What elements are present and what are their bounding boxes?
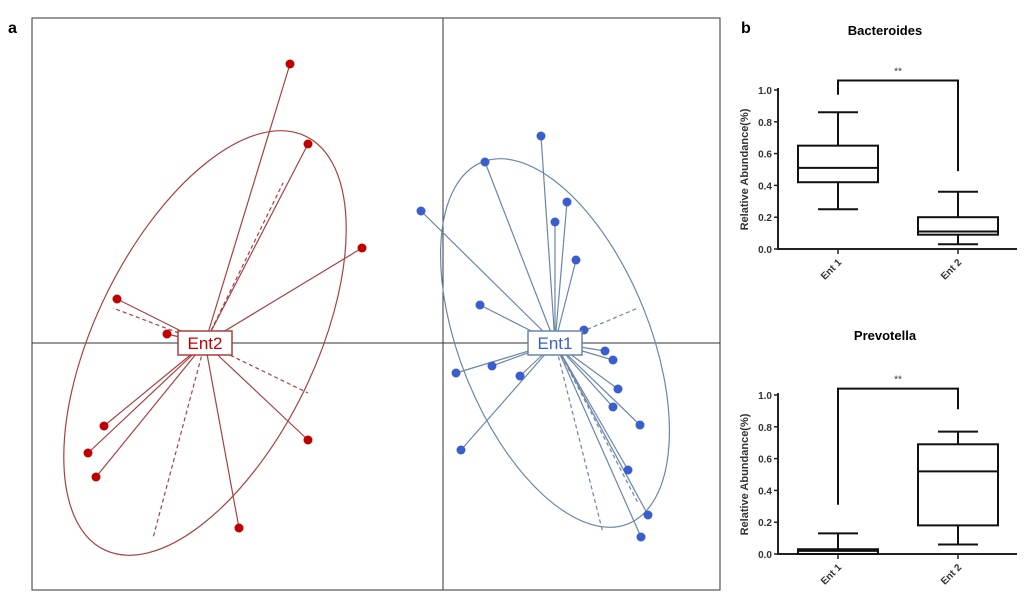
sample-point-ent1 [475,300,485,310]
pca-plot: Ent2 Ent1 [63,59,671,556]
sample-point-ent1 [636,532,646,542]
x-tick-label: Ent 1 [819,257,844,282]
y-tick-label: 0.8 [758,423,772,434]
sample-point-ent1 [623,465,633,475]
spider-line [95,342,206,478]
y-tick-label: 0.2 [758,518,772,529]
panel-label-b: b [741,20,751,37]
y-tick-label: 0.2 [758,213,772,224]
spider-line [204,143,309,344]
spider-line [204,342,309,441]
centroid-label-ent2: Ent2 [188,334,223,353]
x-tick-label: Ent 2 [939,257,964,282]
spider-line [103,342,206,427]
box-iqr [917,216,999,236]
y-tick-label: 0.4 [758,486,772,497]
sample-point-ent2 [91,472,101,482]
spider-line [460,342,556,451]
sample-point-ent2 [234,523,244,533]
y-tick-label: 1.0 [758,86,772,97]
y-tick-label: 0.4 [758,181,772,192]
projection-line [204,182,284,344]
y-tick-label: 0.6 [758,150,772,161]
spider-line [204,342,240,529]
significance-bracket [837,79,959,172]
spider-line [554,342,629,471]
x-tick-label: Ent 1 [819,562,844,587]
box-iqr [797,144,879,184]
y-tick-label: 0.8 [758,118,772,129]
y-tick-label: 0.0 [758,245,772,256]
sample-point-ent2 [303,139,313,149]
sample-point-ent1 [635,420,645,430]
y-tick-label: 0.0 [758,550,772,561]
chart-title: Bacteroides [848,23,922,38]
sample-point-ent1 [536,131,546,141]
y-axis-label: Relative Abundance(%) [739,108,751,230]
projection-line [152,342,206,539]
centroid-label-box [177,330,233,356]
sample-point-ent1 [480,157,490,167]
pca-frame [31,17,721,591]
sample-point-ent1 [550,217,560,227]
sample-point-ent1 [571,255,581,265]
confidence-ellipse-ent2 [63,130,347,556]
boxplot-prevotella: Prevotella 0.0 0.2 0.4 0.6 0.8 1.0 Relative Abu… [739,328,1017,587]
spider-line [204,247,363,344]
sample-point-ent1 [416,206,426,216]
significance-bracket [837,387,959,505]
y-axis-label: Relative Abundance(%) [739,413,751,535]
y-tick-label: 0.6 [758,455,772,466]
significance-label: ** [894,375,902,386]
projection-line [204,342,309,394]
sample-point-ent1 [515,371,525,381]
spider-line [540,135,556,344]
centroid-label-box [527,330,583,356]
sample-point-ent1 [643,510,653,520]
sample-point-ent1 [600,346,610,356]
sample-point-ent2 [303,435,313,445]
spider-line [484,161,556,344]
spider-line [554,342,642,538]
spider-line [554,342,641,426]
sample-point-ent2 [99,421,109,431]
sample-point-ent1 [487,361,497,371]
spider-line [554,259,577,344]
sample-point-ent1 [451,368,461,378]
spider-line [420,210,556,344]
sample-point-ent2 [285,59,295,69]
sample-point-ent2 [112,294,122,304]
sample-point-ent1 [608,355,618,365]
spider-line [554,201,568,344]
y-tick-label: 1.0 [758,391,772,402]
spider-line [204,63,291,344]
box-iqr [917,443,999,527]
sample-point-ent2 [83,448,93,458]
chart-title: Prevotella [854,328,917,343]
spider-line [554,342,649,516]
panel-label-a: a [8,20,17,37]
boxplot-bacteroides: Bacteroides 0.0 0.2 0.4 0.6 0.8 1.0 Relative Ab… [739,23,1017,282]
significance-label: ** [894,66,902,77]
sample-point-ent1 [562,197,572,207]
sample-point-ent1 [608,402,618,412]
projection-line [554,342,604,534]
x-tick-label: Ent 2 [939,562,964,587]
spider-line [87,342,206,454]
sample-point-ent1 [456,445,466,455]
sample-point-ent1 [613,384,623,394]
sample-point-ent2 [162,329,172,339]
sample-point-ent2 [357,243,367,253]
centroid-label-ent1: Ent1 [538,334,573,353]
